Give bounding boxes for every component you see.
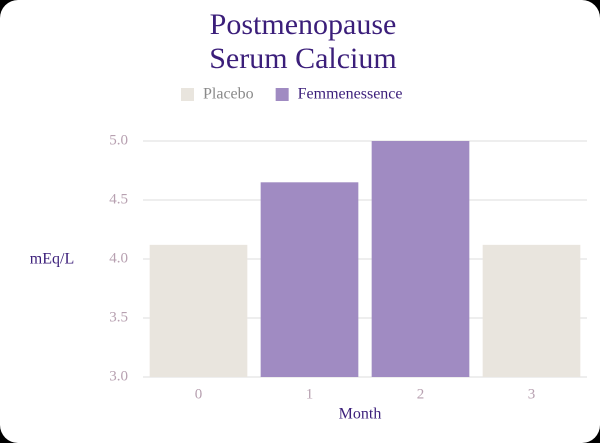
bar (371, 141, 470, 377)
bar (482, 244, 581, 377)
x-tick-label: 0 (195, 386, 203, 402)
bar (149, 244, 248, 377)
x-tick-label: 1 (306, 386, 314, 402)
legend-label: Placebo (203, 86, 254, 103)
legend-swatch (275, 88, 289, 101)
y-tick-label: 5.0 (109, 132, 128, 148)
bar (260, 182, 359, 377)
chart-title: Postmenopause Serum Calcium (209, 8, 397, 75)
y-tick-label: 3.0 (109, 368, 128, 384)
y-tick-label: 3.5 (109, 309, 128, 325)
legend-label: Femmenessence (298, 86, 403, 103)
x-tick-label: 2 (417, 386, 425, 402)
x-axis-label: Month (339, 406, 382, 423)
y-tick-label: 4.5 (109, 191, 128, 207)
legend-swatch (181, 88, 194, 101)
x-tick-label: 3 (528, 386, 536, 402)
y-tick-label: 4.0 (109, 250, 128, 266)
y-axis-label: mEq/L (30, 251, 74, 268)
